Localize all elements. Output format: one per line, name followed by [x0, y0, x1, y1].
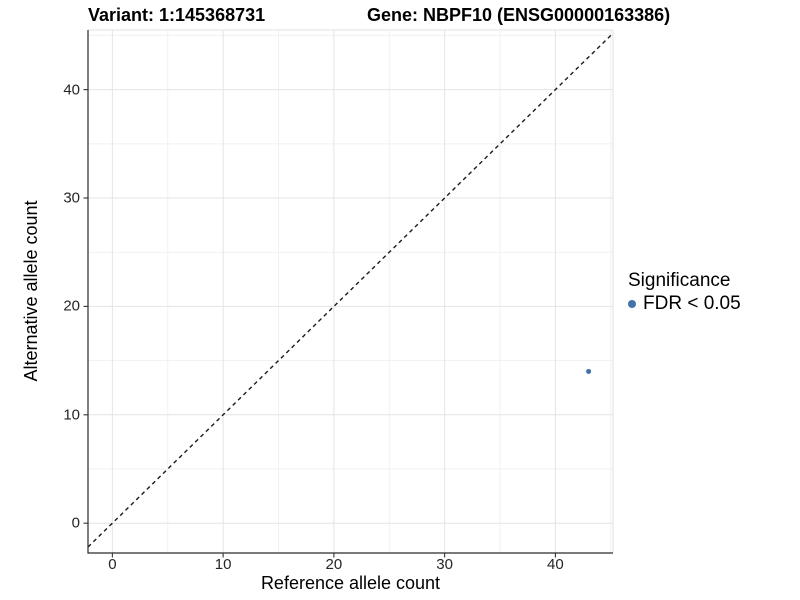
x-tick-label: 20 — [325, 556, 343, 573]
x-tick-label: 0 — [108, 556, 117, 573]
y-tick-label: 20 — [63, 297, 80, 315]
identity-line — [87, 32, 614, 548]
legend-item: FDR < 0.05 — [628, 293, 741, 314]
y-tick-label: 0 — [71, 514, 80, 532]
variant-title: Variant: 1:145368731 — [88, 5, 266, 25]
y-tick-label: 30 — [63, 189, 80, 207]
y-axis-title: Alternative allele count — [21, 200, 41, 382]
x-axis-title: Reference allele count — [260, 573, 441, 593]
legend-point-icon — [628, 299, 636, 308]
data-point — [586, 368, 592, 374]
x-tick-label: 30 — [436, 556, 453, 573]
x-tick-label: 10 — [214, 556, 232, 573]
y-tick-label: 40 — [63, 81, 80, 99]
y-tick-label: 10 — [63, 406, 80, 424]
legend-title: Significance — [628, 270, 731, 291]
legend: Significance FDR < 0.05 — [628, 270, 741, 314]
gene-title: Gene: NBPF10 (ENSG00000163386) — [367, 5, 671, 25]
legend-item-label: FDR < 0.05 — [643, 293, 741, 314]
x-tick-label: 40 — [547, 556, 564, 573]
